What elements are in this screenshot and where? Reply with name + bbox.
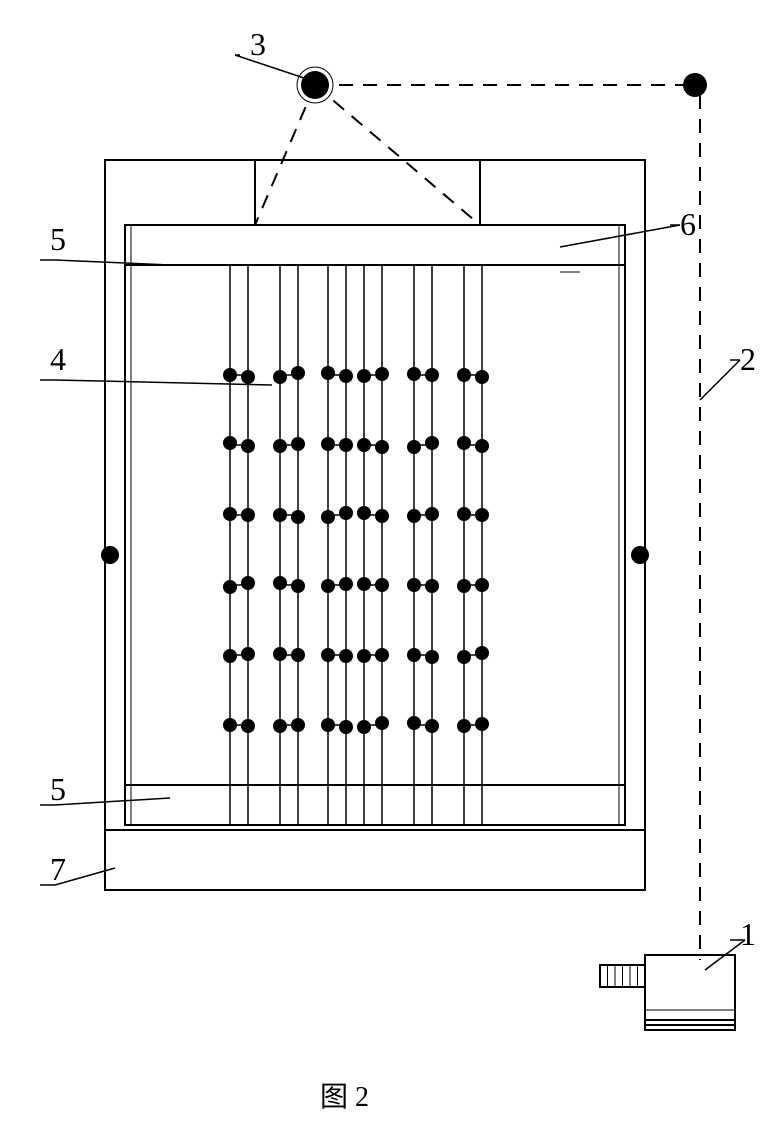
bead <box>357 577 371 591</box>
bead <box>291 366 305 380</box>
callout-label: 5 <box>50 771 66 807</box>
bead <box>291 437 305 451</box>
outer-frame <box>105 160 645 890</box>
bead <box>475 370 489 384</box>
bead <box>339 506 353 520</box>
bead <box>241 647 255 661</box>
bead <box>291 510 305 524</box>
bead <box>273 647 287 661</box>
bead <box>339 649 353 663</box>
bead <box>425 436 439 450</box>
hanger-dash-left <box>255 85 315 225</box>
bead <box>357 649 371 663</box>
bead <box>241 439 255 453</box>
bead <box>375 367 389 381</box>
bead <box>241 719 255 733</box>
bead <box>407 440 421 454</box>
bead <box>241 576 255 590</box>
callout-label: 2 <box>740 341 756 377</box>
leader-line <box>235 55 310 80</box>
callout-label: 4 <box>50 341 66 377</box>
bead <box>425 579 439 593</box>
top-crossbar <box>125 225 625 265</box>
bead <box>357 506 371 520</box>
bead <box>273 439 287 453</box>
leader-line <box>55 380 272 385</box>
bead <box>375 509 389 523</box>
bead <box>223 580 237 594</box>
bottom-crossbar-outer <box>105 830 645 890</box>
inner-frame <box>125 225 625 825</box>
bead <box>407 367 421 381</box>
winder-body <box>645 955 735 1025</box>
bead <box>457 650 471 664</box>
bead <box>425 507 439 521</box>
bead <box>457 579 471 593</box>
bead <box>291 579 305 593</box>
bead <box>407 716 421 730</box>
bead <box>339 577 353 591</box>
bead <box>357 720 371 734</box>
callout-label: 6 <box>680 206 696 242</box>
leader-line <box>55 798 170 805</box>
bead <box>375 440 389 454</box>
bead <box>223 507 237 521</box>
bead <box>241 370 255 384</box>
bead <box>321 366 335 380</box>
bead <box>223 436 237 450</box>
bead <box>339 369 353 383</box>
side-knob-left <box>101 546 119 564</box>
bead <box>475 439 489 453</box>
figure-caption: 图 2 <box>320 1075 369 1115</box>
bead <box>321 579 335 593</box>
bead <box>223 649 237 663</box>
bead <box>273 719 287 733</box>
leader-line <box>700 360 740 400</box>
bead <box>457 719 471 733</box>
side-knob-right <box>631 546 649 564</box>
bead <box>475 646 489 660</box>
bead <box>457 507 471 521</box>
bead <box>407 509 421 523</box>
bottom-crossbar-inner <box>125 785 625 825</box>
bead <box>425 719 439 733</box>
leader-line <box>560 225 680 247</box>
bead <box>425 650 439 664</box>
diagram-svg: 3 5 6 4 2 5 7 1 <box>0 0 776 1137</box>
bead <box>475 717 489 731</box>
bead <box>339 720 353 734</box>
callout-label: 1 <box>740 916 756 952</box>
callout-label: 3 <box>250 26 266 62</box>
bead <box>375 716 389 730</box>
leader-line <box>55 260 170 265</box>
bead <box>457 436 471 450</box>
bead <box>321 437 335 451</box>
hanger-dash-right <box>315 85 480 225</box>
bead <box>357 369 371 383</box>
bead <box>321 510 335 524</box>
callout-label: 5 <box>50 221 66 257</box>
bead <box>273 576 287 590</box>
callout-label: 7 <box>50 851 66 887</box>
bead <box>273 370 287 384</box>
